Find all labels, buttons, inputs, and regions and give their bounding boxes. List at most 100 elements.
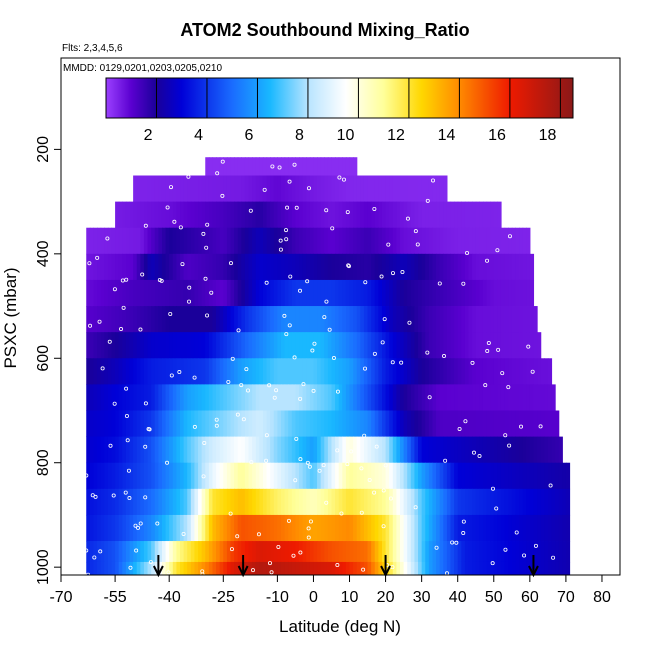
heat-cell [526, 358, 531, 385]
heat-cell [317, 332, 322, 359]
heat-cell [400, 279, 405, 307]
heat-cell [226, 436, 232, 464]
heat-cell [324, 436, 329, 464]
heat-cell [353, 561, 358, 575]
heat-cell [180, 332, 185, 359]
heat-cell [306, 306, 311, 333]
sample-point [321, 463, 326, 468]
heat-cell [122, 306, 127, 333]
heat-cell [161, 514, 167, 542]
heat-cell [367, 436, 372, 464]
heat-cell [129, 462, 134, 490]
heat-cell [342, 253, 347, 281]
heat-cell [291, 384, 297, 411]
heat-cell [244, 541, 250, 563]
heat-cell [154, 201, 159, 229]
sample-point [125, 438, 130, 443]
heat-cell [241, 358, 246, 385]
heat-cell [327, 462, 333, 490]
heat-cell [464, 561, 470, 575]
colorbar [105, 77, 574, 119]
heat-cell [504, 253, 509, 281]
heat-cell [194, 332, 199, 359]
sample-point [248, 208, 253, 213]
heat-cell [309, 175, 315, 203]
heat-cell [544, 462, 549, 490]
heat-cell [324, 332, 329, 359]
heat-cell [111, 306, 116, 333]
heat-cell [324, 227, 329, 255]
heat-cell [277, 175, 282, 203]
heat-cell [143, 253, 149, 281]
heat-cell [500, 410, 506, 438]
heat-cell [410, 436, 416, 464]
heat-cell [111, 358, 116, 385]
heat-cell [226, 201, 232, 229]
heat-cell [490, 201, 495, 229]
heat-cell [468, 561, 473, 575]
heat-cell [107, 514, 113, 542]
heat-cell [169, 201, 174, 229]
heat-cell [353, 436, 358, 464]
heat-cell [248, 384, 253, 411]
flight-markers [152, 555, 539, 578]
heat-cell [374, 306, 379, 333]
heat-cell [306, 332, 311, 359]
heat-cell [270, 541, 275, 563]
heat-cell [97, 279, 102, 307]
heat-cell [208, 561, 214, 575]
sample-point [276, 544, 281, 549]
heat-cell [237, 279, 242, 307]
heat-cell [309, 384, 315, 411]
sample-point [95, 255, 100, 260]
heat-cell [212, 358, 217, 385]
heat-cell [136, 358, 141, 385]
sample-point [381, 488, 386, 493]
heat-cell [212, 279, 217, 307]
heat-cell [418, 279, 423, 307]
heat-cell [299, 253, 304, 281]
heat-cell [403, 541, 408, 563]
heat-cell [223, 227, 228, 255]
heat-cell [93, 436, 98, 464]
heat-cell [244, 306, 250, 333]
heat-cell [252, 157, 257, 176]
heat-cell [414, 410, 419, 438]
heat-cell [129, 253, 134, 281]
sample-point [84, 473, 89, 478]
heat-cell [136, 541, 141, 563]
heat-cell [342, 541, 347, 563]
heat-cell [183, 358, 188, 385]
heat-cell [118, 561, 123, 575]
heat-cell [216, 253, 221, 281]
heat-cell [511, 332, 517, 359]
heat-cell [490, 332, 495, 359]
heat-cell [428, 175, 434, 203]
heat-cell [360, 201, 365, 229]
heat-cell [450, 410, 455, 438]
heat-cell [212, 384, 217, 411]
heat-cell [219, 410, 224, 438]
heat-cell [129, 306, 134, 333]
heat-cell [508, 541, 513, 563]
heat-cell [291, 358, 297, 385]
heat-cell [508, 253, 513, 281]
heat-cell [252, 436, 257, 464]
heat-cell [331, 488, 336, 516]
heat-cell [306, 279, 311, 307]
heat-cell [432, 488, 437, 516]
heat-cell [302, 279, 307, 307]
heat-cell [425, 306, 430, 333]
heat-cell [443, 253, 448, 281]
heat-cell [533, 561, 538, 575]
heat-cell [107, 561, 113, 575]
heat-cell [457, 436, 462, 464]
heat-cell [136, 253, 141, 281]
heat-cell [439, 227, 444, 255]
heat-cell [378, 561, 383, 575]
heat-cell [226, 253, 232, 281]
heat-cell [504, 227, 509, 255]
heat-cell [439, 332, 444, 359]
heat-cell [107, 253, 113, 281]
heat-cell [414, 227, 419, 255]
